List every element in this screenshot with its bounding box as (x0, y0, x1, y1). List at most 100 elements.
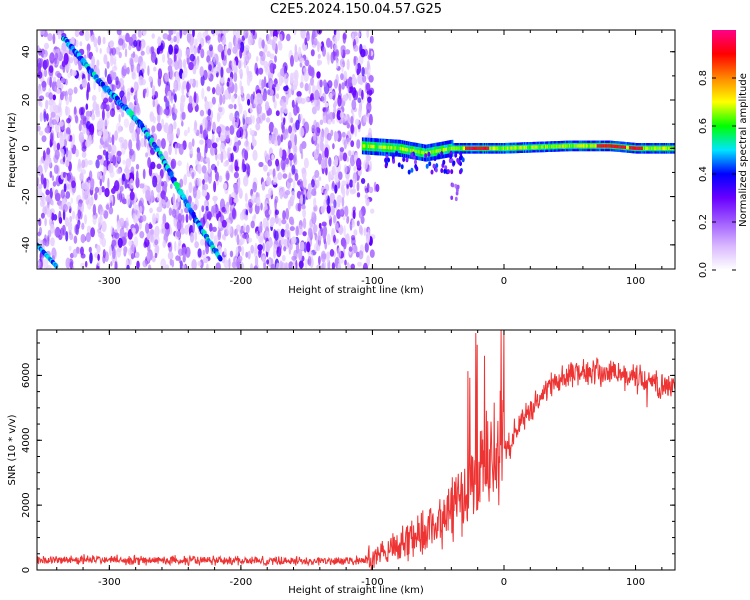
noise-cell (278, 41, 281, 47)
noise-cell (95, 159, 100, 169)
carrier-band-core (502, 146, 505, 150)
carrier-band-core (589, 144, 592, 148)
noise-cell (264, 101, 270, 111)
carrier-band-core (613, 144, 616, 148)
noise-cell (111, 187, 116, 194)
noise-cell (144, 88, 147, 94)
noise-cell (231, 192, 237, 198)
carrier-scatter-cell (410, 152, 414, 158)
noise-cell (112, 248, 116, 260)
carrier-band-core (436, 149, 439, 153)
noise-cell (137, 210, 141, 219)
noise-cell (86, 225, 92, 234)
noise-cell (303, 67, 308, 73)
carrier-band-core (545, 145, 547, 149)
noise-cell (298, 46, 302, 59)
noise-cell (118, 136, 125, 143)
noise-cell (43, 177, 47, 189)
noise-cell (202, 249, 206, 255)
noise-cell (348, 246, 353, 252)
carrier-band-core (651, 146, 654, 150)
noise-cell (173, 44, 179, 54)
noise-cell (280, 158, 286, 171)
noise-cell (331, 119, 335, 125)
noise-cell (140, 50, 145, 56)
noise-cell (71, 70, 77, 77)
noise-cell (61, 226, 64, 239)
noise-cell (182, 58, 187, 69)
carrier-band-core (542, 145, 545, 149)
carrier-band-core (482, 146, 485, 150)
noise-cell (202, 31, 207, 38)
carrier-band-core (596, 144, 599, 148)
noise-cell (244, 214, 249, 221)
noise-cell (39, 112, 43, 122)
noise-cell (128, 56, 134, 66)
noise-cell (78, 123, 82, 132)
noise-cell (324, 147, 329, 159)
noise-cell (116, 168, 122, 175)
noise-cell (350, 140, 355, 148)
noise-cell (215, 137, 219, 143)
noise-cell (319, 119, 324, 126)
noise-cell (82, 124, 87, 135)
noise-cell (332, 111, 336, 120)
noise-cell (200, 48, 205, 59)
noise-cell (282, 173, 288, 179)
noise-cell (353, 31, 358, 37)
noise-cell (71, 133, 76, 145)
carrier-band-core (637, 146, 640, 150)
noise-cell (126, 91, 131, 102)
noise-cell (279, 260, 283, 269)
noise-cell (263, 44, 268, 53)
noise-cell (220, 66, 224, 78)
noise-cell (246, 74, 251, 87)
noise-cell (349, 179, 354, 188)
noise-cell (195, 80, 199, 88)
noise-cell (85, 198, 90, 205)
carrier-band-core (472, 146, 475, 150)
noise-cell (302, 217, 307, 229)
carrier-band-core (458, 146, 461, 150)
noise-cell (131, 156, 136, 163)
noise-cell (368, 75, 374, 83)
noise-cell (316, 143, 320, 155)
noise-cell (345, 137, 350, 146)
noise-cell (278, 217, 282, 227)
noise-cell (338, 258, 344, 264)
noise-cell (240, 85, 244, 96)
noise-cell (233, 103, 237, 110)
noise-cell (153, 66, 157, 72)
carrier-band-core (516, 146, 519, 150)
noise-cell (306, 34, 311, 42)
carrier-band-core (661, 146, 664, 150)
noise-cell (157, 112, 161, 123)
noise-cell (160, 138, 166, 150)
noise-cell (321, 221, 327, 227)
noise-cell (280, 107, 284, 114)
noise-cell (75, 224, 80, 236)
noise-cell (129, 191, 135, 201)
noise-cell (356, 139, 361, 149)
noise-cell (201, 189, 208, 197)
carrier-scatter-cell (447, 169, 450, 175)
carrier-scatter-cell (391, 154, 395, 159)
noise-cell (285, 94, 289, 106)
noise-cell (128, 44, 132, 51)
noise-cell (370, 208, 375, 214)
noise-cell (269, 62, 275, 74)
noise-cell (43, 69, 48, 78)
noise-cell (127, 229, 133, 240)
noise-cell (279, 68, 284, 77)
noise-cell (206, 263, 209, 269)
noise-cell (269, 39, 275, 46)
noise-cell (362, 44, 367, 50)
noise-cell (91, 34, 96, 42)
noise-cell (308, 227, 313, 239)
noise-cell (320, 131, 325, 143)
noise-cell (364, 242, 369, 253)
carrier-band-core (397, 146, 400, 150)
noise-cell (91, 113, 96, 121)
noise-cell (223, 259, 229, 269)
noise-cell (283, 246, 287, 252)
